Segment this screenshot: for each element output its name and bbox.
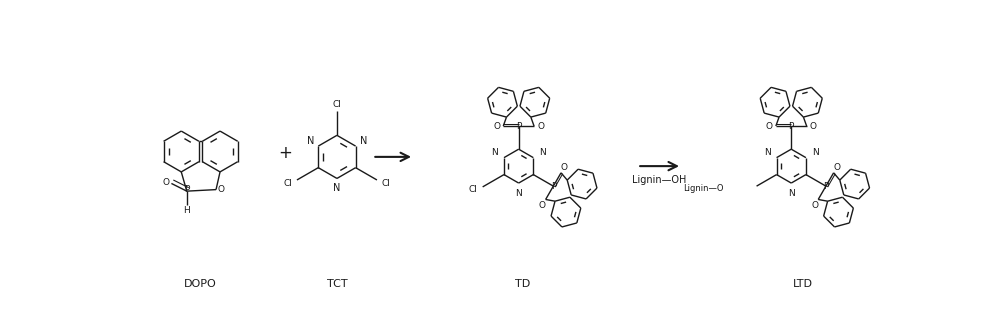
Text: Lignin—O: Lignin—O <box>683 184 723 193</box>
Text: N: N <box>764 148 771 157</box>
Text: O: O <box>539 201 546 209</box>
Text: O: O <box>766 122 773 130</box>
Text: O: O <box>493 122 500 130</box>
Text: Lignin—OH: Lignin—OH <box>632 175 686 185</box>
Text: N: N <box>788 189 795 198</box>
Text: N: N <box>812 148 819 157</box>
Text: P: P <box>551 182 556 191</box>
Text: N: N <box>515 189 522 198</box>
Text: N: N <box>491 148 498 157</box>
Text: Cl: Cl <box>283 179 292 188</box>
Text: O: O <box>810 122 817 130</box>
Text: O: O <box>833 163 840 172</box>
Text: O: O <box>162 178 169 187</box>
Text: +: + <box>278 144 292 162</box>
Text: LTD: LTD <box>793 279 813 289</box>
Text: DOPO: DOPO <box>184 279 217 289</box>
Text: O: O <box>561 163 568 172</box>
Text: Cl: Cl <box>382 179 391 188</box>
Text: N: N <box>333 183 341 193</box>
Text: P: P <box>823 182 829 191</box>
Text: N: N <box>307 136 314 146</box>
Text: TCT: TCT <box>327 279 347 289</box>
Text: TD: TD <box>515 279 530 289</box>
Text: Cl: Cl <box>469 185 478 194</box>
Text: H: H <box>183 206 190 215</box>
Text: Cl: Cl <box>333 100 341 109</box>
Text: O: O <box>811 201 818 209</box>
Text: O: O <box>218 185 225 194</box>
Text: P: P <box>789 122 794 130</box>
Text: O: O <box>537 122 544 130</box>
Text: P: P <box>516 122 521 130</box>
Text: P: P <box>184 185 189 194</box>
Text: N: N <box>539 148 546 157</box>
Text: N: N <box>360 136 367 146</box>
